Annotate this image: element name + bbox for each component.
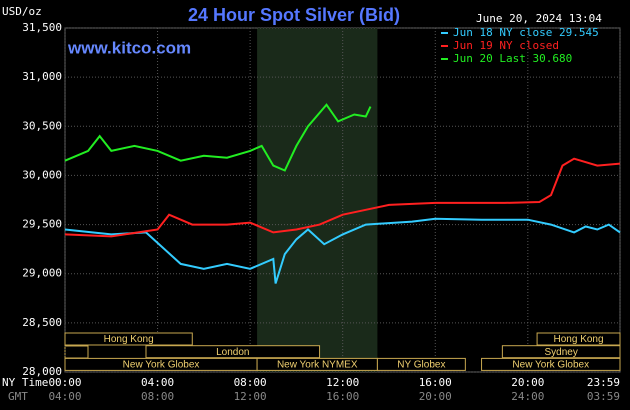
session-box [64,345,89,359]
x2-tick-label: 16:00 [326,390,359,403]
highlight-band [257,28,378,372]
x-tick-label: 08:00 [234,376,267,389]
series-line [64,217,621,284]
session-bar [501,345,621,359]
session-label: New York Globex [123,360,200,371]
timestamp: June 20, 2024 13:04 [476,12,602,25]
x2-tick-label: 12:00 [234,390,267,403]
chart-title: 24 Hour Spot Silver (Bid) [188,5,400,25]
session-bar [481,357,621,371]
legend-label: Jun 18 NY close 29.545 [453,26,599,39]
y-tick-label: 28,500 [22,316,62,329]
series-line [64,157,621,238]
legend-label: Jun 19 NY closed [453,39,559,52]
x-tick-label: 23:59 [587,376,620,389]
watermark: www.kitco.com [67,38,191,57]
x2-tick-label: 04:00 [48,390,81,403]
y-tick-label: 31,500 [22,21,62,34]
x2-tick-label: 08:00 [141,390,174,403]
series-line [64,103,372,172]
session-label: Hong Kong [104,334,154,345]
y-tick-label: 30,000 [22,168,62,181]
session-bar [145,345,321,359]
x2-tick-label: 20:00 [419,390,452,403]
x-tick-label: 20:00 [511,376,544,389]
y-axis-label: USD/oz [2,5,42,18]
y-tick-label: 30,500 [22,119,62,132]
session-label: Sydney [545,347,578,358]
session-bar [536,332,621,346]
y-tick-label: 31,000 [22,70,62,83]
session-label: Hong Kong [554,334,604,345]
y-tick-label: 29,000 [22,267,62,280]
session-bar [64,332,193,346]
x2-tick-label: 24:00 [511,390,544,403]
session-label: New York Globex [512,360,589,371]
session-label: New York NYMEX [277,360,358,371]
session-label: NY Globex [397,360,445,371]
legend-label: Jun 20 Last 30.680 [453,52,572,65]
y-tick-label: 29,500 [22,218,62,231]
x-axis-label: NY Time [2,376,48,389]
x-tick-label: 04:00 [141,376,174,389]
x-tick-label: 16:00 [419,376,452,389]
session-label: London [216,347,249,358]
x2-tick-label: 03:59 [587,390,620,403]
x-tick-label: 00:00 [48,376,81,389]
y-tick-label: 28,000 [22,365,62,378]
x-tick-label: 12:00 [326,376,359,389]
session-bar [376,357,466,371]
x2-axis-label: GMT [8,390,28,403]
